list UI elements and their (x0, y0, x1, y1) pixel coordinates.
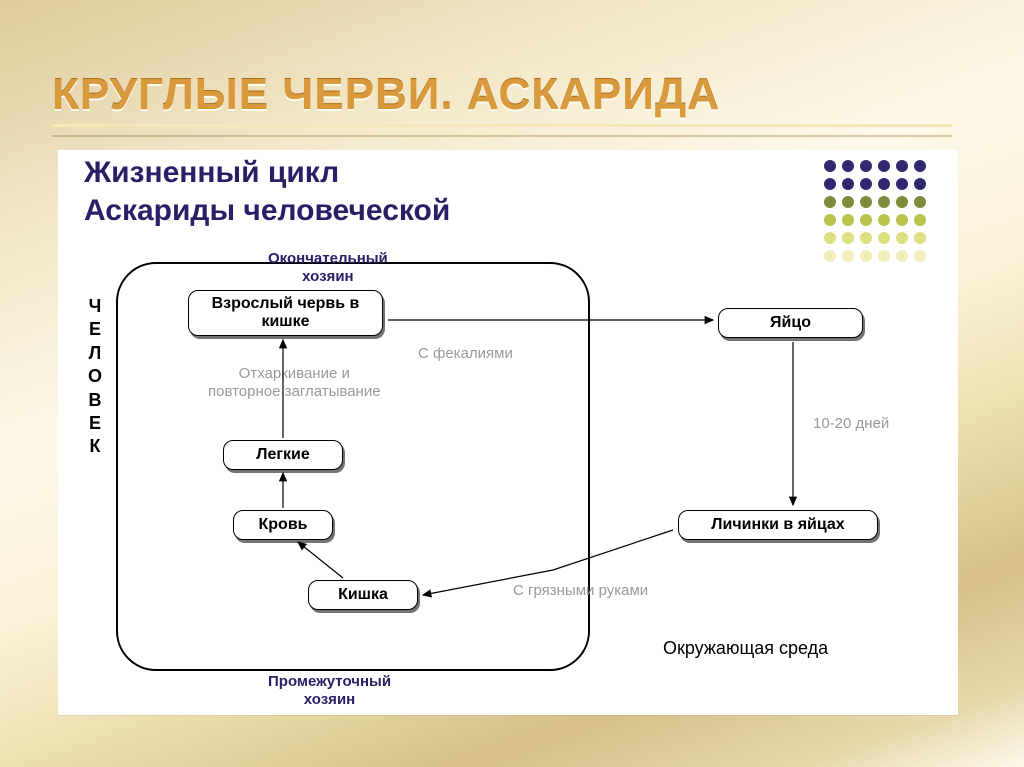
dot-icon (860, 196, 872, 208)
node-larvae: Личинки в яйцах (678, 510, 878, 540)
dot-icon (860, 232, 872, 244)
dot-icon (878, 214, 890, 226)
dot-icon (824, 232, 836, 244)
dot-icon (896, 160, 908, 172)
node-intestine: Кишка (308, 580, 418, 610)
slide-title: КРУГЛЫЕ ЧЕРВИ. АСКАРИДА (52, 70, 720, 120)
dot-icon (878, 196, 890, 208)
dot-icon (860, 178, 872, 190)
dot-icon (878, 232, 890, 244)
node-egg: Яйцо (718, 308, 863, 338)
dot-icon (842, 214, 854, 226)
dot-icon (860, 250, 872, 262)
dot-icon (842, 160, 854, 172)
dot-icon (842, 250, 854, 262)
dot-icon (842, 196, 854, 208)
dot-icon (824, 196, 836, 208)
dot-icon (914, 160, 926, 172)
dot-icon (896, 178, 908, 190)
dot-icon (914, 214, 926, 226)
node-adult-worm: Взрослый червь вкишке (188, 290, 383, 336)
dot-icon (842, 178, 854, 190)
dot-icon (914, 250, 926, 262)
vertical-label-human: ЧЕЛОВЕК (86, 295, 104, 459)
dot-icon (914, 196, 926, 208)
panel-title-line2: Аскариды человеческой (84, 194, 450, 227)
label-with-feces: С фекалиями (418, 345, 513, 363)
dot-icon (878, 250, 890, 262)
dot-icon (824, 178, 836, 190)
label-expectoration: Отхаркивание иповторное заглатывание (208, 365, 381, 401)
label-environment: Окружающая среда (663, 638, 828, 659)
dot-icon (842, 232, 854, 244)
title-underline (52, 124, 952, 137)
dot-icon (896, 250, 908, 262)
node-blood: Кровь (233, 510, 333, 540)
slide: КРУГЛЫЕ ЧЕРВИ. АСКАРИДА Жизненный цикл А… (0, 0, 1024, 767)
dot-icon (896, 232, 908, 244)
label-final-host: Окончательныйхозяин (268, 250, 388, 286)
panel-title-line1: Жизненный цикл (84, 156, 339, 189)
dot-icon (860, 214, 872, 226)
content-panel: Жизненный цикл Аскариды человеческой ЧЕЛ… (58, 150, 958, 715)
dot-icon (896, 196, 908, 208)
dot-icon (914, 232, 926, 244)
dot-grid-icon (824, 160, 928, 264)
dot-icon (878, 160, 890, 172)
dot-icon (824, 160, 836, 172)
label-intermediate-host: Промежуточныйхозяин (268, 673, 391, 709)
dot-icon (824, 214, 836, 226)
node-lungs: Легкие (223, 440, 343, 470)
dot-icon (878, 178, 890, 190)
panel-title: Жизненный цикл Аскариды человеческой (84, 154, 450, 229)
dot-icon (896, 214, 908, 226)
dot-icon (860, 160, 872, 172)
label-days: 10-20 дней (813, 415, 889, 433)
label-dirty-hands: С грязными руками (513, 582, 648, 600)
dot-icon (824, 250, 836, 262)
dot-icon (914, 178, 926, 190)
